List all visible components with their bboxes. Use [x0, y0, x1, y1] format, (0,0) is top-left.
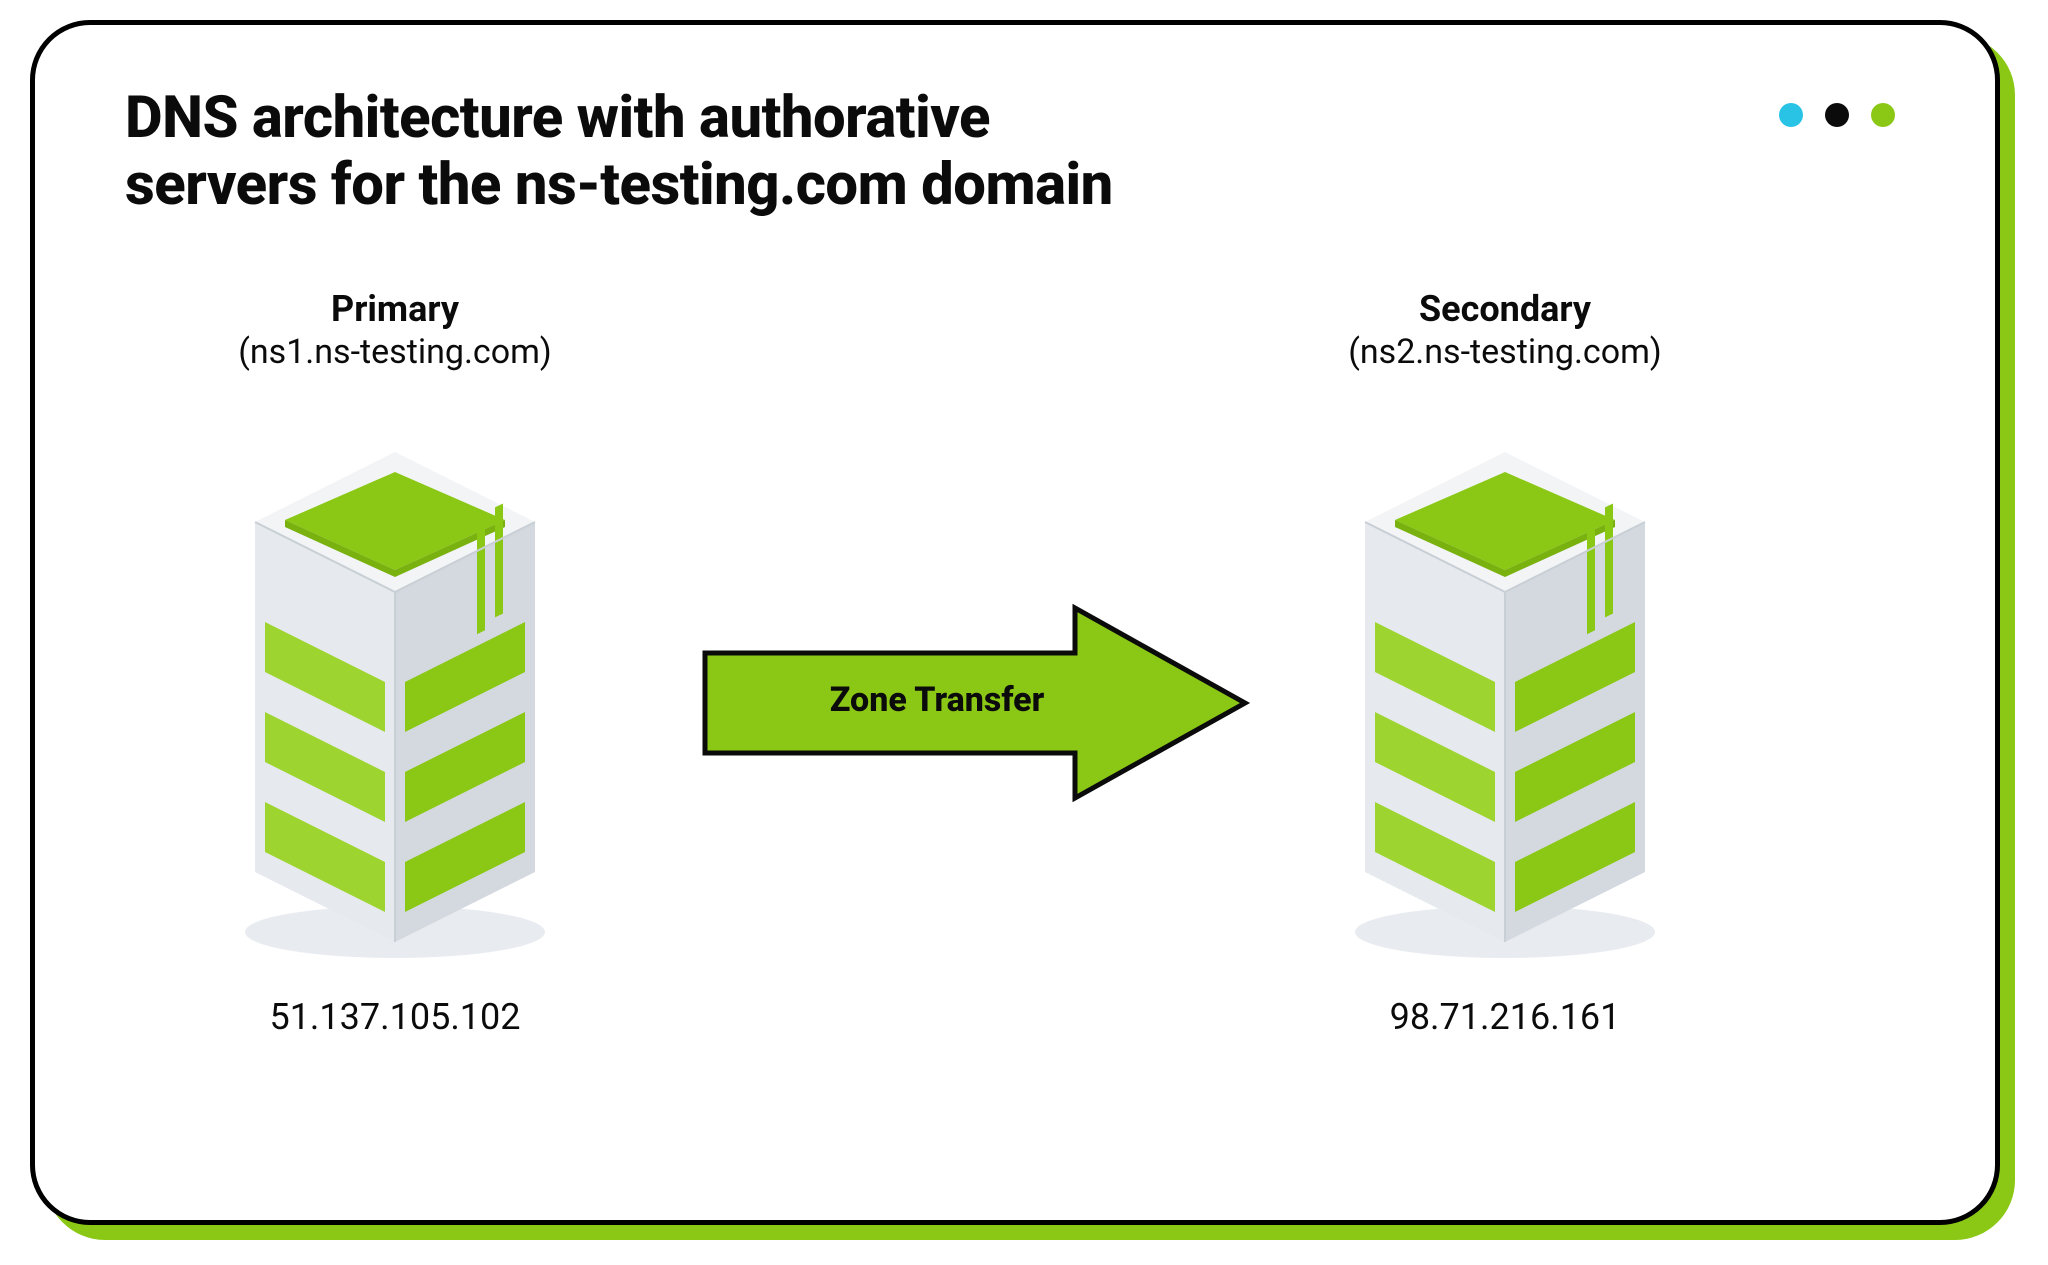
secondary-ip: 98.71.216.161 [1295, 996, 1715, 1038]
primary-server-block: Primary (ns1.ns-testing.com) [185, 288, 605, 1038]
primary-ip: 51.137.105.102 [185, 996, 605, 1038]
secondary-role-label: Secondary [1295, 288, 1715, 330]
title-line-1: DNS architecture with authorative [125, 84, 990, 152]
primary-server-icon [185, 402, 605, 966]
primary-hostname: (ns1.ns-testing.com) [185, 332, 605, 372]
dot-black [1825, 103, 1849, 127]
decorative-dots [1779, 103, 1895, 127]
diagram-content: Primary (ns1.ns-testing.com) [125, 258, 1905, 1138]
dot-green [1871, 103, 1895, 127]
title-line-2: servers for the ns-testing.com domain [125, 151, 1113, 219]
primary-role-label: Primary [185, 288, 605, 330]
secondary-server-block: Secondary (ns2.ns-testing.com) [1295, 288, 1715, 1038]
dot-cyan [1779, 103, 1803, 127]
secondary-hostname: (ns2.ns-testing.com) [1295, 332, 1715, 372]
arrow-label: Zone Transfer [657, 680, 1217, 720]
page-title: DNS architecture with authorative server… [125, 85, 1113, 218]
zone-transfer-arrow: Zone Transfer [695, 598, 1255, 812]
diagram-card: DNS architecture with authorative server… [30, 20, 2000, 1225]
secondary-server-icon [1295, 402, 1715, 966]
header-row: DNS architecture with authorative server… [125, 85, 1905, 218]
